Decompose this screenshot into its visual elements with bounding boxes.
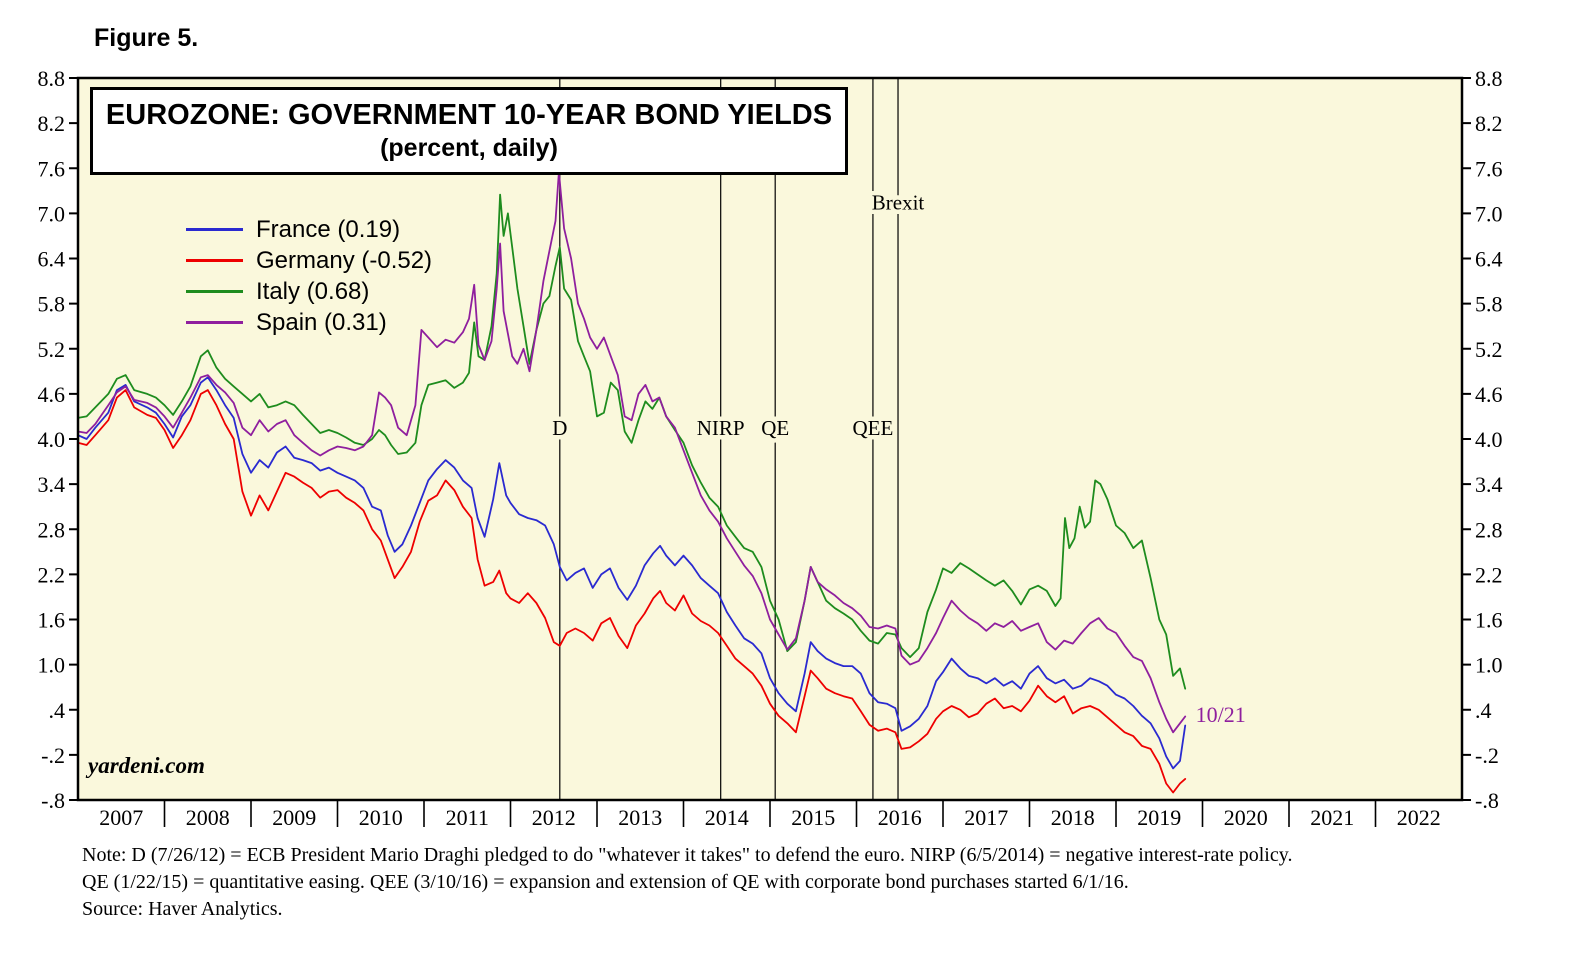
y-axis-label-left: 1.6	[38, 608, 66, 633]
y-axis-label-right: 8.8	[1475, 66, 1503, 91]
y-axis-label-right: 4.6	[1475, 382, 1503, 407]
y-axis-label-left: 8.8	[38, 66, 66, 91]
legend-item-spain: Spain (0.31)	[186, 307, 432, 338]
y-axis-label-right: 1.6	[1475, 608, 1503, 633]
y-axis-label-left: 2.2	[38, 562, 66, 587]
figure-label: Figure 5.	[94, 24, 199, 52]
x-axis-label-2020: 2020	[1224, 805, 1268, 830]
y-axis-label-left: -.2	[41, 743, 65, 768]
legend: France (0.19) Germany (-0.52) Italy (0.6…	[186, 214, 432, 338]
y-axis-label-left: 7.0	[38, 201, 66, 226]
y-axis-label-right: .4	[1475, 698, 1492, 723]
chart-title-box: EUROZONE: GOVERNMENT 10-YEAR BOND YIELDS…	[90, 87, 848, 175]
legend-swatch-france	[186, 228, 243, 231]
x-axis-label-2022: 2022	[1397, 805, 1441, 830]
x-axis-label-2012: 2012	[532, 805, 576, 830]
x-axis-label-2011: 2011	[446, 805, 489, 830]
x-axis-label-2010: 2010	[359, 805, 403, 830]
chart-subtitle: (percent, daily)	[380, 134, 558, 162]
note-line-2: QE (1/22/15) = quantitative easing. QEE …	[82, 871, 1129, 893]
y-axis-label-right: 2.2	[1475, 562, 1503, 587]
y-axis-label-left: 8.2	[38, 111, 66, 136]
x-axis-label-2009: 2009	[272, 805, 316, 830]
x-axis-label-2021: 2021	[1310, 805, 1354, 830]
chart-title: EUROZONE: GOVERNMENT 10-YEAR BOND YIELDS	[105, 99, 833, 131]
y-axis-label-left: 7.6	[38, 156, 66, 181]
y-axis-label-right: 5.8	[1475, 292, 1503, 317]
series-line-germany	[77, 389, 1187, 794]
y-axis-label-right: 8.2	[1475, 111, 1503, 136]
event-label-brexit: Brexit	[872, 191, 925, 215]
y-axis-label-left: 3.4	[38, 472, 66, 497]
y-axis-label-left: 4.0	[38, 427, 66, 452]
legend-item-germany: Germany (-0.52)	[186, 245, 432, 276]
note-line-3: Source: Haver Analytics.	[82, 898, 283, 920]
y-axis-label-right: -.2	[1475, 743, 1499, 768]
legend-item-italy: Italy (0.68)	[186, 276, 432, 307]
y-axis-label-left: -.8	[41, 788, 65, 813]
legend-label-france: France (0.19)	[256, 215, 401, 243]
y-axis-label-right: 2.8	[1475, 517, 1503, 542]
legend-swatch-italy	[186, 290, 243, 293]
y-axis-label-right: 1.0	[1475, 653, 1503, 678]
y-axis-label-left: 6.4	[38, 247, 66, 272]
series-line-italy	[77, 193, 1187, 690]
series-line-spain	[77, 171, 1187, 734]
bond-yields-chart: 8.8 8.8 8.2 8.2 7.6 7.6 7.0 7.0 6.4 6.4 5.8 5.8 5.2 5…	[38, 66, 1503, 830]
y-axis-label-right: 5.2	[1475, 337, 1503, 362]
y-axis-label-left: 5.8	[38, 292, 66, 317]
note-line-1: Note: D (7/26/12) = ECB President Mario …	[82, 844, 1293, 866]
y-axis-label-left: 5.2	[38, 337, 66, 362]
legend-label-italy: Italy (0.68)	[256, 277, 370, 305]
legend-swatch-germany	[186, 259, 243, 262]
end-date-label: 10/21	[1196, 702, 1246, 727]
x-axis-label-2015: 2015	[791, 805, 835, 830]
x-axis-label-2007: 2007	[99, 805, 143, 830]
y-axis-label-right: 7.6	[1475, 156, 1503, 181]
x-axis-label-2017: 2017	[964, 805, 1008, 830]
legend-item-france: France (0.19)	[186, 214, 432, 245]
y-axis-label-left: .4	[49, 698, 66, 723]
x-axis-label-2014: 2014	[705, 805, 749, 830]
x-axis-label-2018: 2018	[1051, 805, 1095, 830]
event-label-d: D	[552, 416, 567, 440]
x-axis-label-2013: 2013	[618, 805, 662, 830]
event-label-qe: QE	[761, 416, 789, 440]
y-axis-label-right: 4.0	[1475, 427, 1503, 452]
y-axis-label-left: 2.8	[38, 517, 66, 542]
y-axis-label-right: 7.0	[1475, 201, 1503, 226]
x-axis-label-2019: 2019	[1137, 805, 1181, 830]
legend-label-germany: Germany (-0.52)	[256, 246, 433, 274]
y-axis-label-right: -.8	[1475, 788, 1499, 813]
x-axis-label-2008: 2008	[186, 805, 230, 830]
footnote: Note: D (7/26/12) = ECB President Mario …	[82, 842, 1512, 923]
watermark-yardeni: yardeni.com	[88, 753, 205, 778]
x-axis-label-2016: 2016	[878, 805, 922, 830]
event-label-nirp: NIRP	[697, 416, 745, 440]
event-label-qee: QEE	[853, 416, 894, 440]
y-axis-label-left: 1.0	[38, 653, 66, 678]
y-axis-label-right: 6.4	[1475, 247, 1503, 272]
series-line-france	[77, 376, 1187, 770]
y-axis-label-right: 3.4	[1475, 472, 1503, 497]
y-axis-label-left: 4.6	[38, 382, 66, 407]
legend-swatch-spain	[186, 321, 243, 324]
legend-label-spain: Spain (0.31)	[256, 308, 387, 336]
